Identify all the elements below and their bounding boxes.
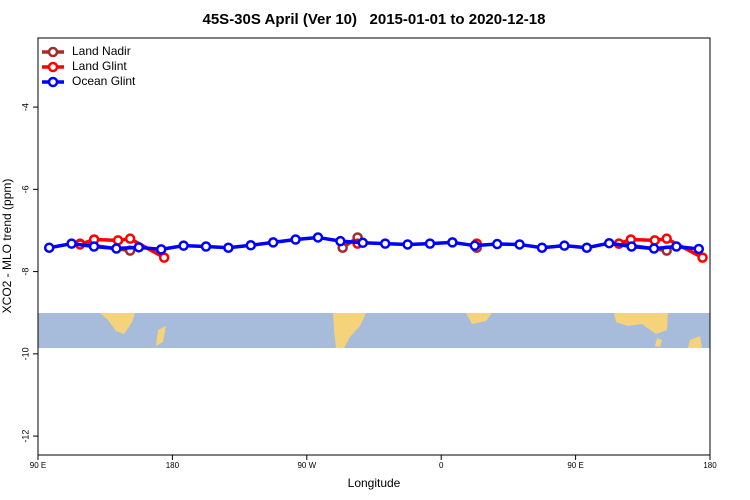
- point: [648, 243, 660, 254]
- x-axis-label: Longitude: [348, 476, 401, 490]
- y-tick-label: -12: [20, 430, 30, 443]
- point: [200, 241, 212, 252]
- point: [124, 233, 136, 244]
- point: [661, 233, 672, 244]
- point: [178, 240, 189, 251]
- y-tick-label: -4: [20, 103, 30, 111]
- point: [402, 239, 413, 250]
- point: [559, 240, 570, 251]
- chart-title: 45S-30S April (Ver 10) 2015-01-01 to 202…: [203, 11, 546, 28]
- point: [223, 242, 234, 253]
- point: [312, 232, 324, 243]
- point: [424, 238, 436, 249]
- point: [88, 241, 100, 252]
- x-tick-label: 90 W: [297, 461, 316, 470]
- legend-label: Land Glint: [72, 59, 127, 73]
- point: [335, 235, 346, 247]
- legend-marker: [47, 76, 59, 88]
- point: [469, 240, 481, 251]
- legend-label: Land Nadir: [72, 44, 131, 58]
- point: [626, 241, 637, 252]
- series-line: [48, 235, 699, 252]
- y-tick-label: -10: [20, 347, 30, 360]
- map-land: [100, 313, 702, 348]
- point: [379, 238, 391, 249]
- point: [245, 240, 257, 251]
- x-tick-label: 180: [166, 461, 180, 470]
- point: [649, 235, 660, 246]
- y-axis-label: XCO2 - MLO trend (ppm): [0, 179, 14, 314]
- point: [491, 238, 503, 250]
- point: [581, 242, 593, 253]
- legend-marker: [47, 46, 59, 58]
- y-tick-label: -8: [20, 268, 30, 276]
- point: [671, 241, 682, 252]
- point: [536, 242, 548, 253]
- point: [267, 237, 279, 248]
- point: [155, 244, 167, 255]
- point: [158, 252, 170, 263]
- point: [133, 242, 145, 253]
- point: [514, 239, 525, 250]
- point: [66, 238, 77, 249]
- point: [112, 235, 124, 246]
- point: [43, 242, 55, 253]
- plot-frame: [37, 37, 711, 456]
- point: [111, 243, 122, 254]
- x-tick-label: 90 E: [30, 461, 46, 470]
- point: [697, 252, 708, 263]
- x-tick-label: 90 E: [567, 461, 583, 470]
- legend-marker: [47, 61, 59, 73]
- point: [693, 243, 705, 255]
- map-ocean: [38, 313, 710, 348]
- point: [603, 237, 615, 249]
- point: [357, 237, 369, 249]
- point: [447, 237, 458, 248]
- y-tick-label: -6: [20, 185, 30, 193]
- point: [290, 234, 301, 245]
- x-tick-label: 180: [703, 461, 717, 470]
- x-tick-label: 0: [439, 461, 444, 470]
- legend-label: Ocean Glint: [72, 74, 136, 88]
